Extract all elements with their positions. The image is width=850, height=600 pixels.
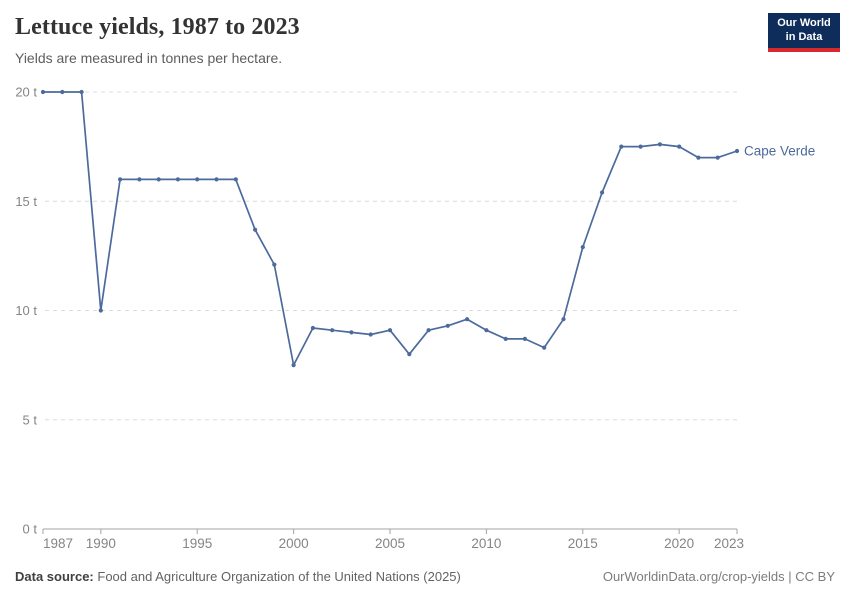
data-point[interactable] — [484, 328, 489, 333]
data-point[interactable] — [118, 177, 123, 182]
credit-link[interactable]: OurWorldinData.org/crop-yields | CC BY — [602, 569, 835, 584]
data-point[interactable] — [522, 336, 528, 341]
x-axis-label: 2000 — [279, 536, 309, 551]
data-point[interactable] — [580, 245, 585, 250]
data-point[interactable] — [368, 332, 373, 337]
chart-subtitle: Yields are measured in tonnes per hectar… — [15, 50, 283, 66]
data-point[interactable] — [291, 363, 296, 368]
data-source-note: Data source: Food and Agriculture Organi… — [15, 569, 461, 584]
x-axis-label: 1995 — [182, 536, 212, 551]
data-point[interactable] — [310, 325, 315, 331]
data-point[interactable] — [503, 336, 508, 341]
x-axis-label: 2005 — [375, 536, 405, 551]
page-title: Lettuce yields, 1987 to 2023 — [15, 14, 300, 40]
data-point[interactable] — [407, 352, 412, 357]
data-point[interactable] — [349, 330, 354, 335]
data-point[interactable] — [195, 177, 200, 182]
owid-logo-line2: in Data — [785, 30, 823, 43]
x-axis-label: 2010 — [471, 536, 501, 551]
data-point[interactable] — [638, 144, 643, 149]
data-point[interactable] — [619, 144, 624, 149]
data-point[interactable] — [426, 328, 431, 333]
y-axis-label: 10 t — [15, 303, 37, 318]
series-label-cape-verde[interactable]: Cape Verde — [744, 143, 815, 158]
data-point[interactable] — [445, 323, 450, 328]
owid-logo-line1: Our World — [777, 17, 831, 29]
data-point[interactable] — [734, 148, 740, 154]
owid-logo[interactable]: Our World in Data — [768, 13, 840, 52]
y-axis-label: 15 t — [15, 194, 37, 209]
data-point[interactable] — [40, 89, 46, 95]
line-chart: 0 t 5 t 10 t 15 t 20 t 1987 1990 1995 2000 2005 20… — [15, 85, 815, 552]
x-axis-label: 2015 — [568, 536, 598, 551]
chart-footer: Data source: Food and Agriculture Organi… — [15, 569, 835, 584]
data-point[interactable] — [60, 89, 65, 95]
x-axis-label: 2020 — [664, 536, 694, 551]
data-point[interactable] — [79, 89, 84, 95]
series-line-cape-verde[interactable] — [42, 91, 738, 366]
data-source-text: Food and Agriculture Organization of the… — [97, 569, 461, 584]
data-point[interactable] — [465, 317, 470, 322]
y-axis-label: 20 t — [15, 85, 37, 100]
data-point[interactable] — [715, 155, 720, 160]
data-point[interactable] — [272, 262, 277, 267]
y-axis-label: 5 t — [23, 412, 38, 427]
data-point[interactable] — [253, 227, 258, 232]
data-point[interactable] — [542, 345, 547, 350]
data-point[interactable] — [175, 177, 180, 182]
data-point[interactable] — [156, 177, 161, 182]
y-axis-label: 0 t — [23, 522, 38, 537]
data-point[interactable] — [98, 308, 103, 313]
x-axis-label: 1987 — [43, 536, 73, 551]
x-axis-label: 1990 — [86, 536, 116, 551]
data-point[interactable] — [214, 177, 219, 182]
x-axis-label: 2023 — [714, 536, 744, 551]
data-point[interactable] — [387, 328, 393, 333]
data-point[interactable] — [696, 155, 701, 160]
data-point[interactable] — [600, 190, 605, 195]
data-point[interactable] — [561, 317, 566, 322]
data-point[interactable] — [677, 144, 682, 149]
data-point[interactable] — [657, 142, 663, 147]
data-point[interactable] — [330, 328, 335, 333]
data-point[interactable] — [233, 177, 238, 182]
data-source-label: Data source: — [15, 569, 94, 584]
data-point[interactable] — [137, 177, 142, 182]
